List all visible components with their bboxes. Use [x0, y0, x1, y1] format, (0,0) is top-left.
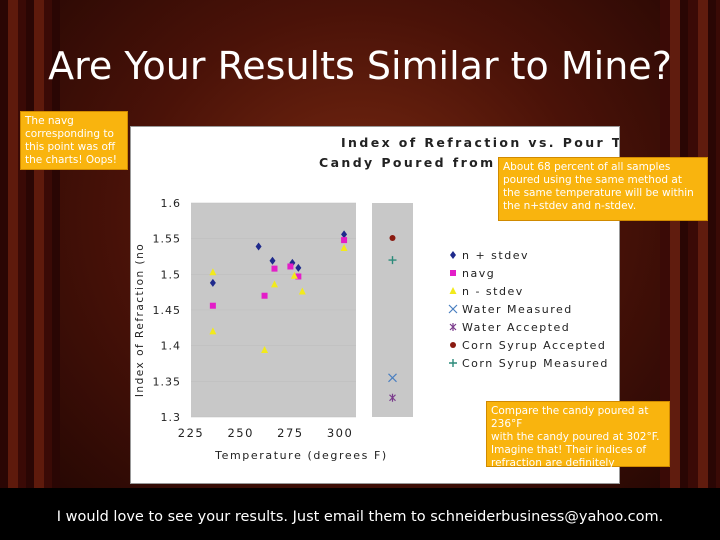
navg-note-line: the charts! Oops! [25, 154, 117, 166]
x-tick-label: 275 [277, 426, 303, 440]
x-tick-label: 250 [227, 426, 253, 440]
data-point [209, 327, 217, 335]
slide-title: Are Your Results Similar to Mine? [48, 44, 672, 88]
data-point [271, 265, 278, 272]
x-tick-label: 225 [178, 426, 204, 440]
y-axis-label: Index of Refraction (no [134, 243, 146, 397]
legend-entry: n - stdev [462, 285, 524, 298]
x-axis-label: Temperature (degrees F) [214, 449, 388, 462]
data-point [388, 373, 397, 383]
legend-marker [450, 251, 456, 259]
compare-note-line: Imagine that! Their indices of [491, 444, 647, 456]
x-tick-label: 300 [327, 426, 353, 440]
data-point [255, 242, 262, 251]
legend-marker [449, 323, 457, 331]
legend-entry: Water Accepted [462, 321, 570, 334]
stdev-note: About 68 percent of all samples poured u… [498, 157, 708, 221]
navg-note-line: this point was off [25, 141, 116, 153]
stdev-note-line: the same temperature will be within [503, 187, 694, 199]
data-point [261, 292, 268, 299]
y-tick-label: 1.5 [161, 268, 182, 281]
data-point [341, 230, 348, 239]
compare-note-line: Compare the candy poured at 236°F [491, 405, 649, 430]
data-point [341, 237, 348, 244]
compare-note: Compare the candy poured at 236°F with t… [486, 401, 670, 482]
legend-marker [450, 342, 456, 348]
legend-entry: Corn Syrup Accepted [462, 339, 606, 352]
data-point [290, 271, 298, 279]
y-tick-label: 1.45 [153, 304, 182, 317]
data-point [209, 268, 217, 276]
data-point [270, 280, 278, 288]
data-point [298, 287, 306, 295]
y-tick-label: 1.4 [161, 340, 182, 353]
y-tick-label: 1.35 [153, 375, 182, 388]
stage-floor [0, 488, 720, 540]
right-curtain [660, 0, 720, 540]
compare-note-line: refraction are definitely different. [491, 457, 615, 482]
slide-footer: I would love to see your results. Just e… [56, 509, 664, 525]
navg-note-line: corresponding to [25, 128, 114, 140]
stdev-note-line: the n+stdev and n-stdev. [503, 200, 637, 212]
stdev-note-line: poured using the same method at [503, 174, 682, 186]
data-point [269, 256, 276, 265]
legend-marker [449, 359, 457, 367]
data-point [287, 263, 294, 270]
data-point [209, 302, 216, 309]
y-tick-label: 1.6 [161, 197, 182, 210]
legend-marker [450, 270, 456, 276]
data-point [209, 278, 216, 287]
data-point [340, 243, 348, 251]
y-tick-label: 1.3 [161, 411, 182, 424]
data-point [388, 256, 397, 265]
compare-note-line: with the candy poured at 302°F. [491, 431, 660, 443]
legend-entry: n + stdev [462, 249, 529, 262]
navg-note: The navg corresponding to this point was… [20, 111, 128, 170]
chart-title-line: Index of Refraction vs. Pour Temperature… [341, 135, 619, 150]
data-point [295, 263, 302, 272]
data-point [389, 234, 396, 241]
data-point [389, 393, 396, 402]
legend-entry: Corn Syrup Measured [462, 357, 609, 370]
legend-entry: Water Measured [462, 303, 573, 316]
stdev-note-line: About 68 percent of all samples [503, 161, 671, 173]
legend-entry: navg [462, 267, 495, 280]
y-tick-label: 1.55 [153, 233, 182, 246]
legend-marker [448, 304, 458, 314]
scatter-chart: Index of Refraction vs. Pour Temperature… [134, 135, 720, 462]
data-point [295, 273, 302, 280]
left-curtain [0, 0, 60, 540]
data-point [261, 345, 269, 353]
legend-marker [449, 287, 457, 294]
navg-note-line: The navg [25, 115, 74, 127]
